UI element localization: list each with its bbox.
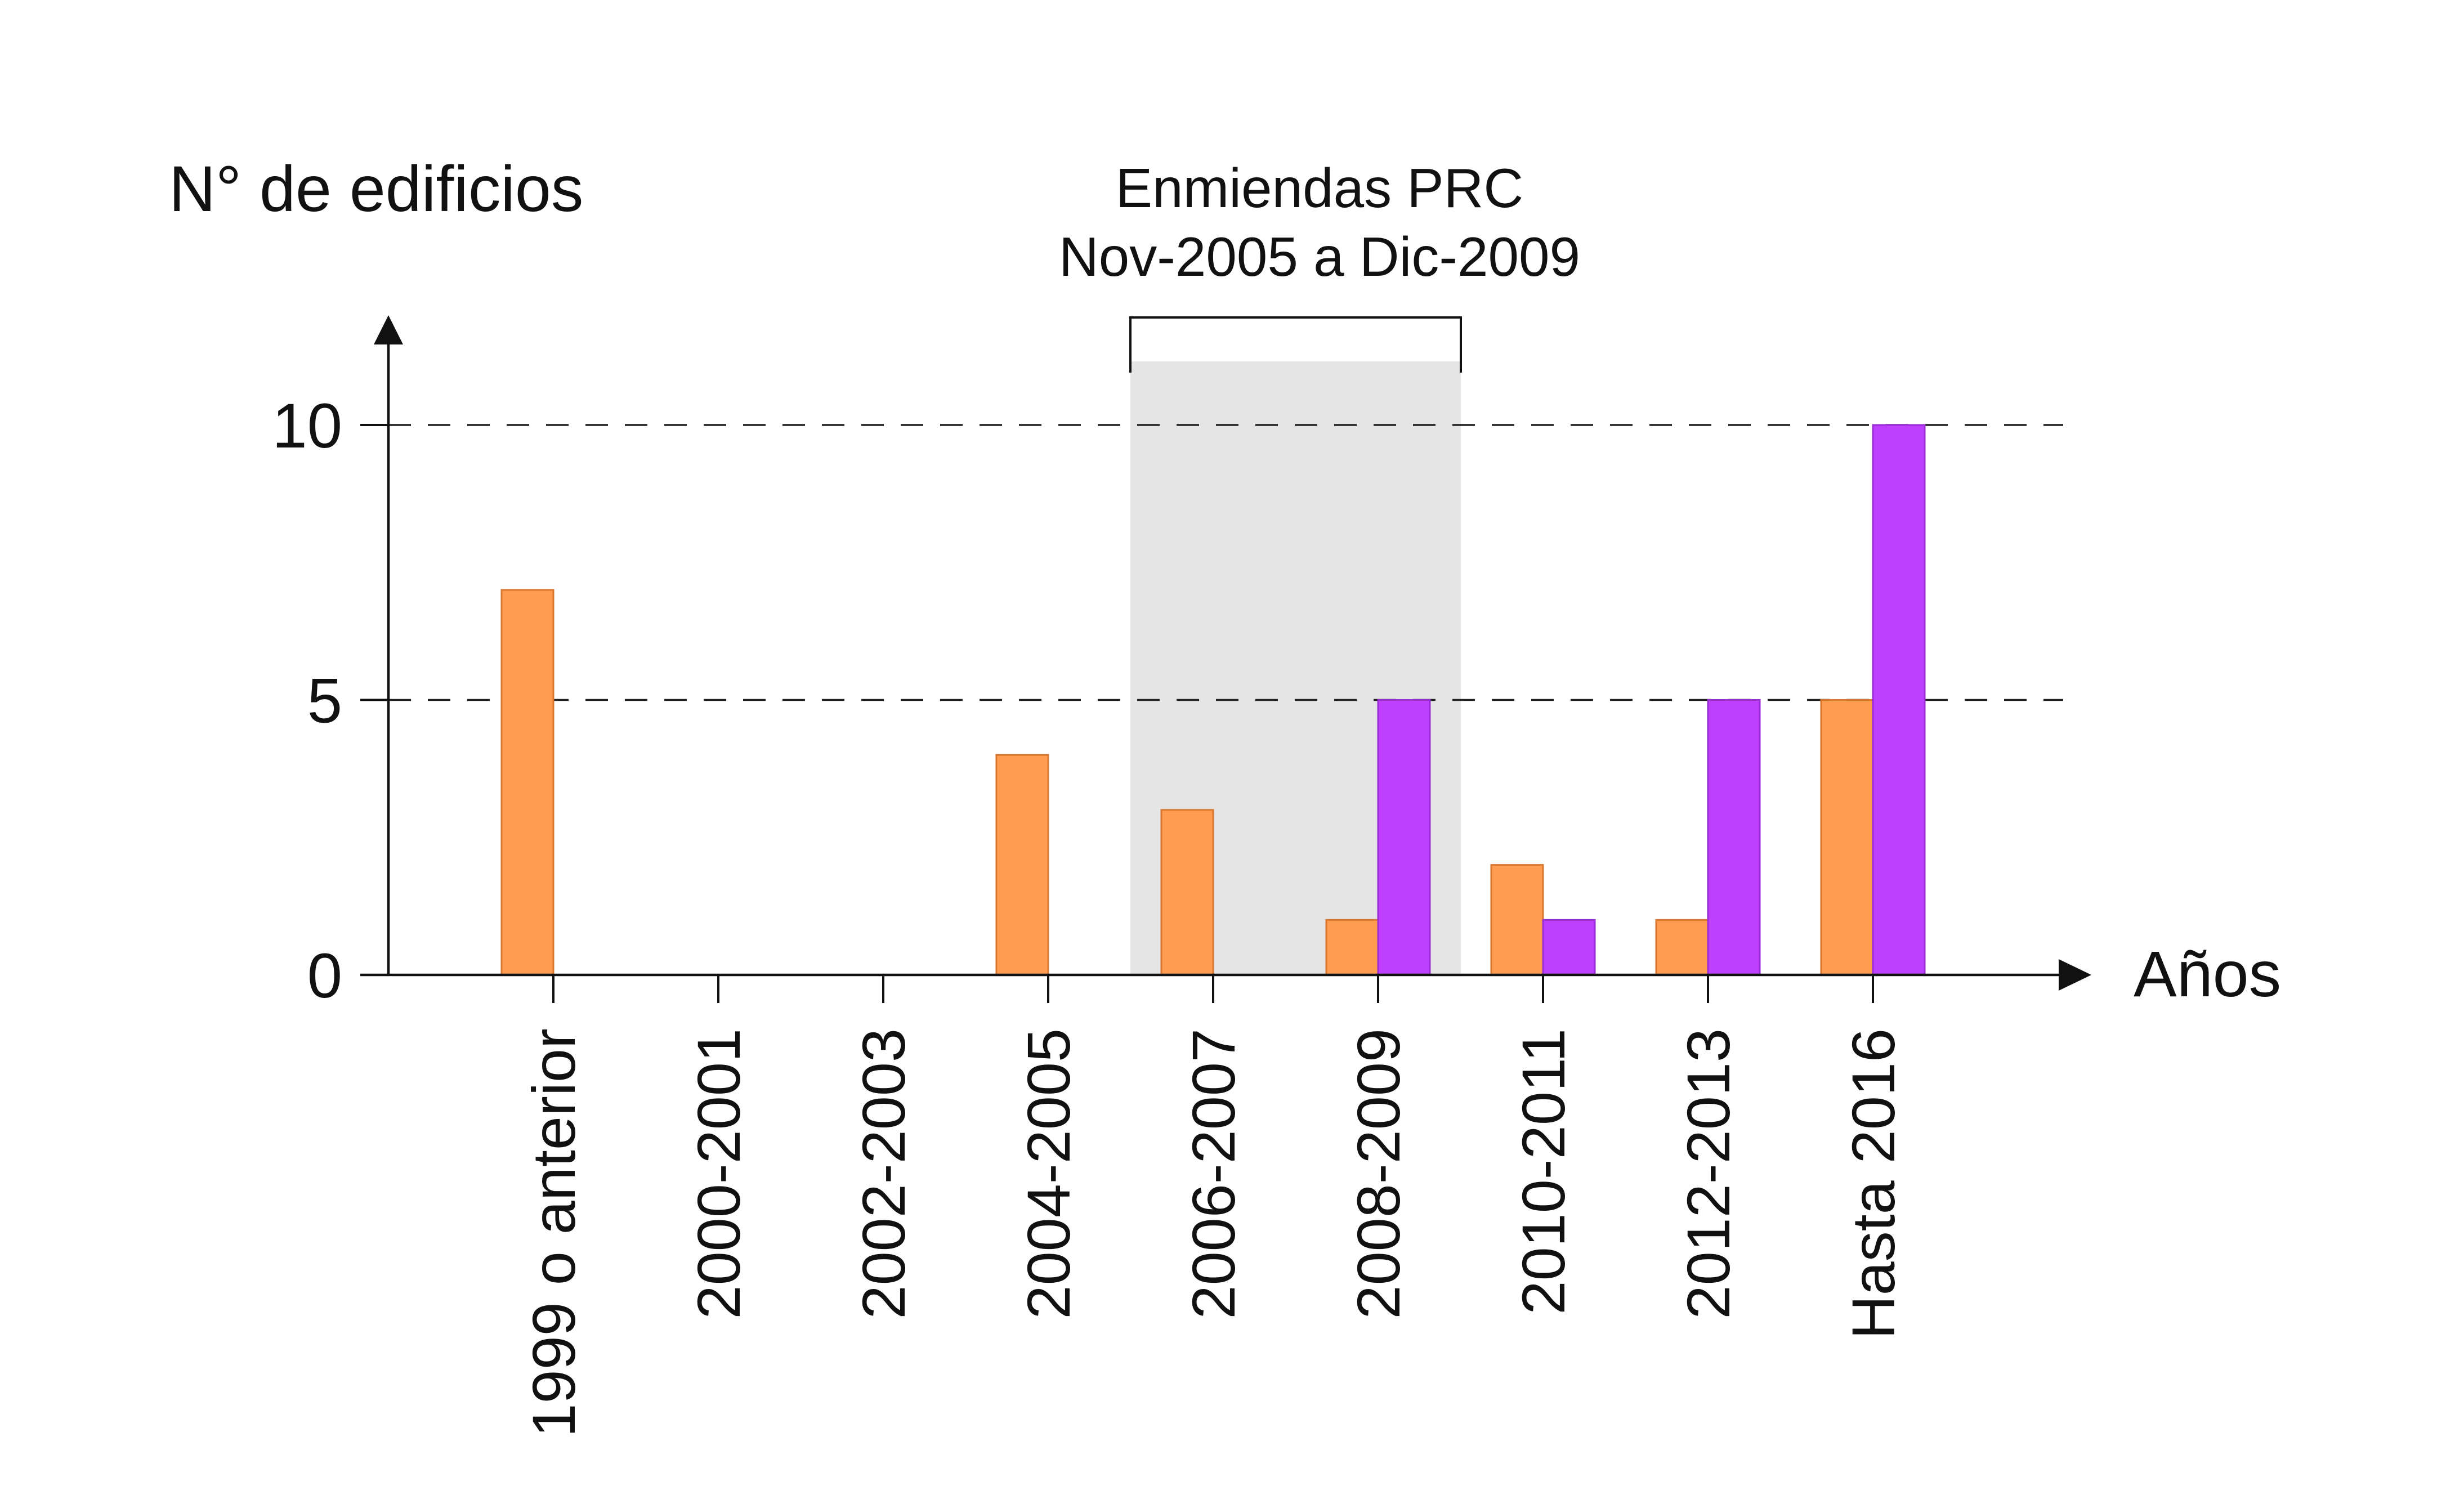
bar-1-5	[1325, 919, 1379, 976]
bar-1-0	[500, 589, 554, 976]
x-tick-label-8: Hasta 2016	[1839, 1028, 1907, 1339]
bar-2-7	[1707, 699, 1761, 976]
bar-2-5	[1377, 699, 1431, 976]
x-tick-label-2: 2002-2003	[849, 1028, 918, 1319]
y-tick-label-5: 5	[307, 666, 342, 736]
bar-1-7	[1655, 919, 1709, 976]
x-tick-label-6: 2010-2011	[1509, 1028, 1577, 1314]
x-tick-label-5: 2008-2009	[1344, 1028, 1412, 1319]
y-tick-label-0: 0	[307, 941, 342, 1011]
x-tick-label-7: 2012-2013	[1674, 1028, 1742, 1319]
x-axis-label: Años	[2134, 938, 2281, 1010]
labels: N° de edificios Años Enmiendas PRC Nov-2…	[169, 153, 2281, 1010]
bar-2-6	[1542, 919, 1596, 976]
x-axis-arrow	[2059, 959, 2091, 991]
x-tick-label-0: 1999 o anterior	[520, 1028, 588, 1438]
annotation-bracket	[1129, 316, 1462, 373]
bars	[500, 424, 1926, 976]
tick-labels: 0 5 10 1999 o anterior 2000-2001 2002-2003 200…	[272, 391, 1907, 1438]
y-tick-label-10: 10	[272, 391, 342, 461]
bar-2-8	[1872, 424, 1926, 976]
annotation-subtitle: Nov-2005 a Dic-2009	[1059, 226, 1580, 288]
annotation-title: Enmiendas PRC	[1116, 157, 1523, 219]
x-tick-label-4: 2006-2007	[1179, 1028, 1247, 1319]
axes	[360, 315, 2091, 1003]
bar-1-6	[1490, 864, 1544, 976]
gridlines	[388, 424, 2063, 701]
x-tick-label-3: 2004-2005	[1014, 1028, 1083, 1319]
y-axis-arrow	[374, 315, 403, 344]
bar-1-3	[995, 754, 1049, 976]
bar-1-4	[1160, 809, 1214, 976]
x-tick-label-1: 2000-2001	[685, 1028, 753, 1319]
y-axis-label: N° de edificios	[169, 153, 583, 225]
bar-1-8	[1820, 699, 1874, 976]
